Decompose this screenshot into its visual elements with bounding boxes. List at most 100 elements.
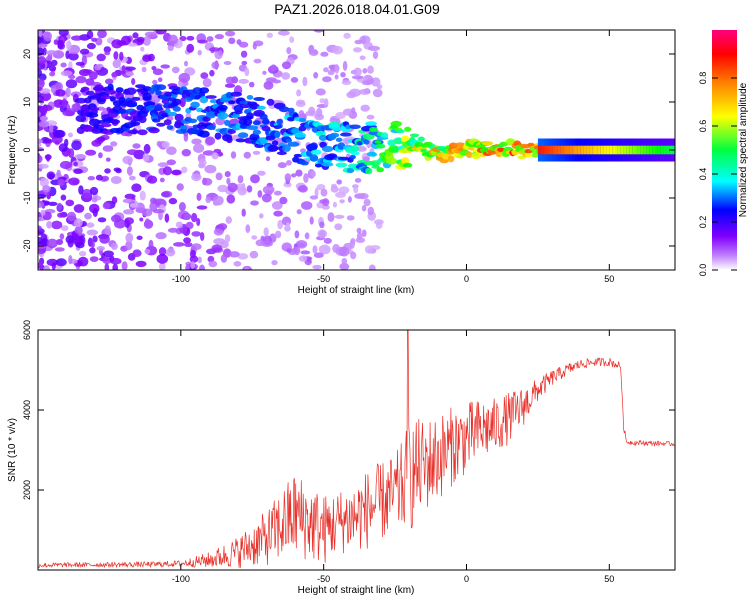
- heatmap-noise-cell: [104, 263, 110, 270]
- heatmap-tail-core: [555, 145, 559, 155]
- heatmap-noise-cell: [301, 201, 313, 210]
- figure-title: PAZ1.2026.018.04.01.G09: [274, 1, 440, 17]
- heatmap-noise-cell: [271, 260, 278, 266]
- heatmap-noise-cell: [52, 129, 65, 138]
- heatmap-ridge-cell: [402, 162, 413, 168]
- heatmap-noise-cell: [319, 221, 325, 229]
- heatmap-ridge-cell: [356, 141, 363, 146]
- heatmap-noise-cell: [250, 200, 259, 206]
- colorbar-tick-label: 0.0: [698, 264, 708, 277]
- heatmap-noise-cell: [73, 204, 85, 213]
- heatmap-noise-cell: [291, 173, 297, 178]
- heatmap-noise-cell: [224, 83, 236, 88]
- heatmap-noise-cell: [361, 205, 367, 212]
- heatmap-noise-cell: [249, 250, 259, 259]
- heatmap-noise-cell: [45, 138, 53, 144]
- heatmap-noise-cell: [38, 194, 47, 199]
- heatmap-noise-cell: [76, 242, 85, 249]
- snr-panel: -100 -50 0 50 2000 4000 6000 Height of straigh…: [7, 320, 676, 596]
- heatmap-noise-cell: [163, 166, 172, 176]
- heatmap-noise-cell: [122, 155, 133, 165]
- heatmap-ridge-cell: [216, 112, 229, 120]
- heatmap-noise-cell: [183, 213, 191, 221]
- heatmap-ridge-cell: [409, 133, 420, 138]
- heatmap-tail-core: [635, 145, 639, 155]
- heatmap-tail-core: [643, 145, 647, 155]
- heatmap-noise-cell: [313, 30, 324, 33]
- heatmap-noise-cell: [48, 201, 58, 206]
- heatmap-noise-cell: [89, 247, 96, 254]
- heatmap-noise-cell: [168, 34, 179, 45]
- heatmap-noise-cell: [55, 89, 66, 97]
- heatmap-ridge-cell: [137, 129, 148, 136]
- heatmap-ridge-cell: [321, 162, 334, 167]
- heatmap-ridge-cell: [243, 118, 253, 126]
- snr-frame: [37, 329, 676, 571]
- heatmap-noise-cell: [128, 42, 138, 47]
- heatmap-tail-core: [589, 145, 593, 155]
- heatmap-ridge-cell: [351, 144, 359, 152]
- heatmap-noise-cell: [310, 171, 316, 177]
- heatmap-ridge-cell: [396, 129, 405, 134]
- heatmap-noise-cell: [238, 41, 249, 48]
- heatmap-noise-cell: [186, 35, 195, 41]
- heatmap-ridge-cell: [179, 125, 188, 130]
- heatmap-noise-cell: [139, 190, 146, 201]
- heatmap-noise-cell: [340, 72, 346, 78]
- heatmap-tail-core: [657, 145, 662, 155]
- heatmap-ridge-cell: [148, 87, 155, 95]
- heatmap-noise-cell: [204, 164, 217, 174]
- heatmap-ridge-cell: [499, 141, 508, 147]
- heatmap-noise-cell: [214, 49, 223, 60]
- heatmap-tail-core: [606, 145, 610, 155]
- heatmap-ridge-cell: [155, 90, 162, 96]
- heatmap-ridge-cell: [252, 129, 261, 135]
- heatmap-noise-cell: [119, 51, 124, 61]
- heatmap-noise-cell: [214, 34, 224, 40]
- heatmap-noise-cell: [342, 108, 354, 116]
- heatmap-noise-cell: [101, 175, 110, 182]
- heatmap-noise-cell: [159, 177, 165, 183]
- heatmap-noise-cell: [300, 250, 311, 255]
- heatmap-ridge-cell: [163, 119, 172, 126]
- heatmap-tail-core: [577, 145, 582, 155]
- heatmap-noise-cell: [353, 67, 362, 77]
- heatmap-noise-cell: [74, 226, 83, 235]
- heatmap-noise-cell: [295, 169, 303, 177]
- heatmap-noise-cell: [278, 30, 290, 36]
- heatmap-ridge-cell: [390, 120, 402, 127]
- heatmap-ridge-cell: [321, 145, 334, 153]
- heatmap-noise-cell: [92, 235, 98, 243]
- heatmap-noise-cell: [77, 256, 89, 267]
- heatmap-ridge-cell: [167, 111, 178, 117]
- heatmap-ridge-cell: [329, 132, 340, 138]
- heatmap-ridge-cell: [270, 146, 281, 151]
- heatmap-noise-cell: [209, 69, 215, 77]
- heatmap-ridge-cell: [369, 152, 377, 157]
- heatmap-ridge-cell: [115, 87, 124, 93]
- heatmap-noise-cell: [39, 177, 50, 188]
- heatmap-ridge-cell: [198, 130, 210, 138]
- heatmap-ridge-cell: [274, 130, 281, 139]
- heatmap-noise-cell: [372, 51, 379, 60]
- heatmap-noise-cell: [126, 166, 133, 176]
- heatmap-noise-cell: [217, 223, 228, 231]
- heatmap-noise-cell: [144, 218, 151, 226]
- heatmap-noise-cell: [342, 60, 348, 71]
- heatmap-noise-cell: [68, 132, 73, 138]
- heatmap-ridge-cell: [417, 136, 425, 142]
- heatmap-noise-cell: [346, 215, 355, 221]
- heatmap-noise-cell: [125, 240, 133, 251]
- heatmap-noise-cell: [354, 178, 362, 183]
- heatmap-noise-cell: [351, 75, 363, 80]
- heatmap-noise-cell: [78, 250, 87, 257]
- heatmap-noise-cell: [359, 55, 366, 61]
- heatmap-noise-cell: [319, 230, 326, 238]
- heatmap-noise-cell: [189, 255, 199, 263]
- heatmap-noise-cell: [184, 242, 193, 247]
- heatmap-noise-cell: [112, 59, 121, 69]
- heatmap-noise-cell: [363, 198, 371, 207]
- heatmap-noise-cell: [124, 217, 134, 225]
- heatmap-noise-cell: [245, 224, 251, 234]
